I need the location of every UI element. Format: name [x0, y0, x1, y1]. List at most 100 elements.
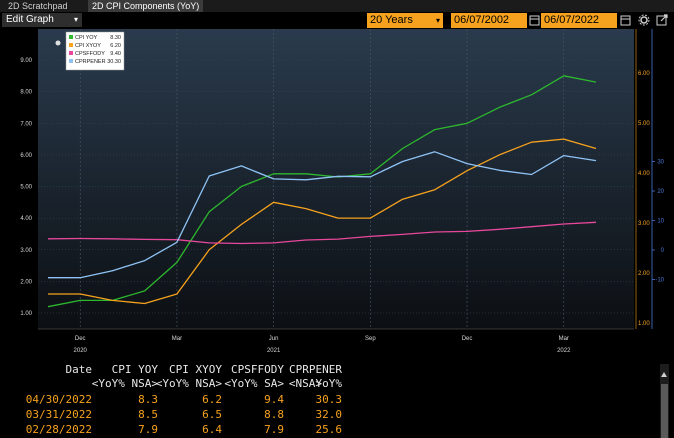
legend-name: CPI YOY	[75, 35, 98, 41]
cell-date: 03/31/2022	[25, 408, 92, 421]
edit-graph-button[interactable]: Edit Graph ▾	[2, 13, 82, 27]
right-inner-tick-label: 3.00	[638, 221, 650, 227]
right-inner-tick-label: 6.00	[638, 71, 650, 77]
cell-value: 8.8	[264, 408, 284, 421]
cell-value: 6.4	[202, 423, 222, 436]
series-line-cpi-yoy	[47, 75, 597, 308]
right-axis-outer: -10 0 10 20 30	[651, 29, 665, 329]
x-year-label: 2022	[557, 348, 571, 354]
cell-value: 7.9	[264, 423, 284, 436]
x-year-label: 2020	[74, 348, 88, 354]
legend-value: 9.40	[110, 51, 121, 57]
legend-name: CPSFFODY	[75, 51, 105, 57]
edit-graph-label: Edit Graph	[6, 14, 54, 25]
right-inner-tick-label: 4.00	[638, 171, 650, 177]
right-tick-label: 10	[657, 219, 664, 225]
cell-date: 02/28/2022	[25, 423, 92, 436]
y-tick-label: 5.00	[20, 185, 32, 191]
table-row[interactable]: 04/30/2022 8.3 6.2 9.4 30.3	[0, 393, 660, 406]
y-tick-label: 1.00	[20, 311, 32, 317]
legend-value: 6.20	[110, 43, 121, 49]
left-axis: 1.00 2.00 3.00 4.00 5.00 6.00 7.00 8.00 9.00	[20, 58, 32, 317]
y-tick-label: 3.00	[20, 248, 32, 254]
right-tick-label: 30	[657, 160, 664, 166]
start-date-value: 06/07/2002	[454, 14, 510, 26]
cell-value: 32.0	[315, 408, 343, 421]
period-value: 20 Years	[370, 14, 413, 26]
tab-scratchpad[interactable]: 2D Scratchpad	[8, 1, 68, 11]
col-unit: <YoY% NSA>	[155, 377, 222, 390]
table-row[interactable]: 03/31/2022 8.5 6.5 8.8 32.0	[0, 408, 660, 421]
legend-handle-icon[interactable]	[55, 40, 61, 46]
col-unit: <YoY% NSA>	[91, 377, 158, 390]
calendar-icon[interactable]	[620, 14, 631, 26]
table-subheader-row: <YoY% NSA> <YoY% NSA> <YoY% SA> <NSA> Yo…	[0, 377, 660, 390]
table-row[interactable]: 02/28/2022 7.9 6.4 7.9 25.6	[0, 423, 660, 436]
calendar-icon[interactable]	[529, 14, 540, 26]
data-table: Date CPI YOY CPI XYOY CPSFFODY CPRPENER …	[0, 360, 674, 438]
cell-value: 8.5	[138, 408, 158, 421]
col-date-header[interactable]: Date	[65, 363, 93, 376]
cell-value: 25.6	[315, 423, 343, 436]
cell-value: 6.5	[202, 408, 222, 421]
table-scrollbar[interactable]	[660, 364, 669, 438]
col-cprpener-header[interactable]: CPRPENER	[289, 363, 342, 376]
right-tick-label: 0	[661, 248, 665, 254]
right-tick-label: 20	[657, 189, 664, 195]
x-year-label: 2021	[267, 348, 281, 354]
y-tick-label: 9.00	[20, 58, 32, 64]
x-tick-label: Sep	[365, 336, 376, 342]
x-axis: Dec Mar Jun Sep Dec Mar 2020 2021 2022	[38, 328, 634, 354]
scroll-thumb[interactable]	[661, 384, 668, 438]
legend-name: CPRPENER	[75, 59, 106, 65]
x-tick-label: Jun	[269, 336, 279, 342]
x-tick-label: Dec	[75, 336, 86, 342]
legend-swatch	[69, 43, 73, 47]
tab-bar: 2D Scratchpad 2D CPI Components (YoY)	[0, 0, 674, 12]
y-tick-label: 6.00	[20, 153, 32, 159]
series-line-cpsffody	[47, 221, 597, 245]
legend-swatch	[69, 59, 73, 63]
legend-name: CPI XYOY	[75, 43, 101, 49]
cell-value: 9.4	[264, 393, 284, 406]
cell-value: 7.9	[138, 423, 158, 436]
expand-icon[interactable]	[656, 14, 668, 26]
right-tick-label: -10	[655, 278, 664, 284]
x-tick-label: Dec	[462, 336, 473, 342]
y-tick-label: 4.00	[20, 216, 32, 222]
chart-legend: CPI YOY 8.30 CPI XYOY 6.20 CPSFFODY 9.40 CPRPE…	[55, 31, 125, 71]
cell-value: 30.3	[315, 393, 343, 406]
right-axis-inner: 1.00 2.00 3.00 4.00 5.00 6.00	[635, 29, 650, 329]
series-line-cpi-xyoy	[48, 138, 597, 305]
tab-cpi-components[interactable]: 2D CPI Components (YoY)	[88, 0, 204, 12]
start-date-input[interactable]: 06/07/2002	[451, 13, 527, 28]
end-date-value: 06/07/2022	[544, 14, 600, 26]
col-unit: YoY%	[315, 377, 343, 390]
col-cpi-xyoy-header[interactable]: CPI XYOY	[169, 363, 222, 376]
legend-value: 30.30	[107, 59, 121, 65]
y-tick-label: 7.00	[20, 121, 32, 127]
settings-icon[interactable]	[638, 14, 650, 26]
plot-area	[38, 29, 634, 329]
col-cpi-yoy-header[interactable]: CPI YOY	[111, 363, 158, 376]
period-select[interactable]: 20 Years ▾	[367, 13, 443, 28]
series-line-cprpener	[48, 151, 597, 279]
table-header-row: Date CPI YOY CPI XYOY CPSFFODY CPRPENER	[0, 363, 660, 376]
toolbar: Edit Graph ▾ 20 Years ▾ 06/07/2002 06/07…	[0, 12, 674, 29]
col-unit: <YoY% SA>	[224, 377, 284, 390]
y-tick-label: 8.00	[20, 90, 32, 96]
cell-date: 04/30/2022	[25, 393, 92, 406]
end-date-input[interactable]: 06/07/2022	[541, 13, 617, 28]
legend-swatch	[69, 51, 73, 55]
chevron-down-icon: ▾	[435, 16, 440, 25]
cell-value: 6.2	[202, 393, 222, 406]
right-inner-tick-label: 1.00	[638, 321, 650, 327]
x-tick-label: Mar	[172, 336, 182, 342]
scroll-up-icon[interactable]	[661, 372, 667, 377]
legend-swatch	[69, 35, 73, 39]
series-lines	[47, 75, 597, 308]
chevron-down-icon: ▾	[73, 15, 78, 24]
right-inner-tick-label: 5.00	[638, 121, 650, 127]
cell-value: 8.3	[138, 393, 158, 406]
col-cpsffody-header[interactable]: CPSFFODY	[231, 363, 284, 376]
